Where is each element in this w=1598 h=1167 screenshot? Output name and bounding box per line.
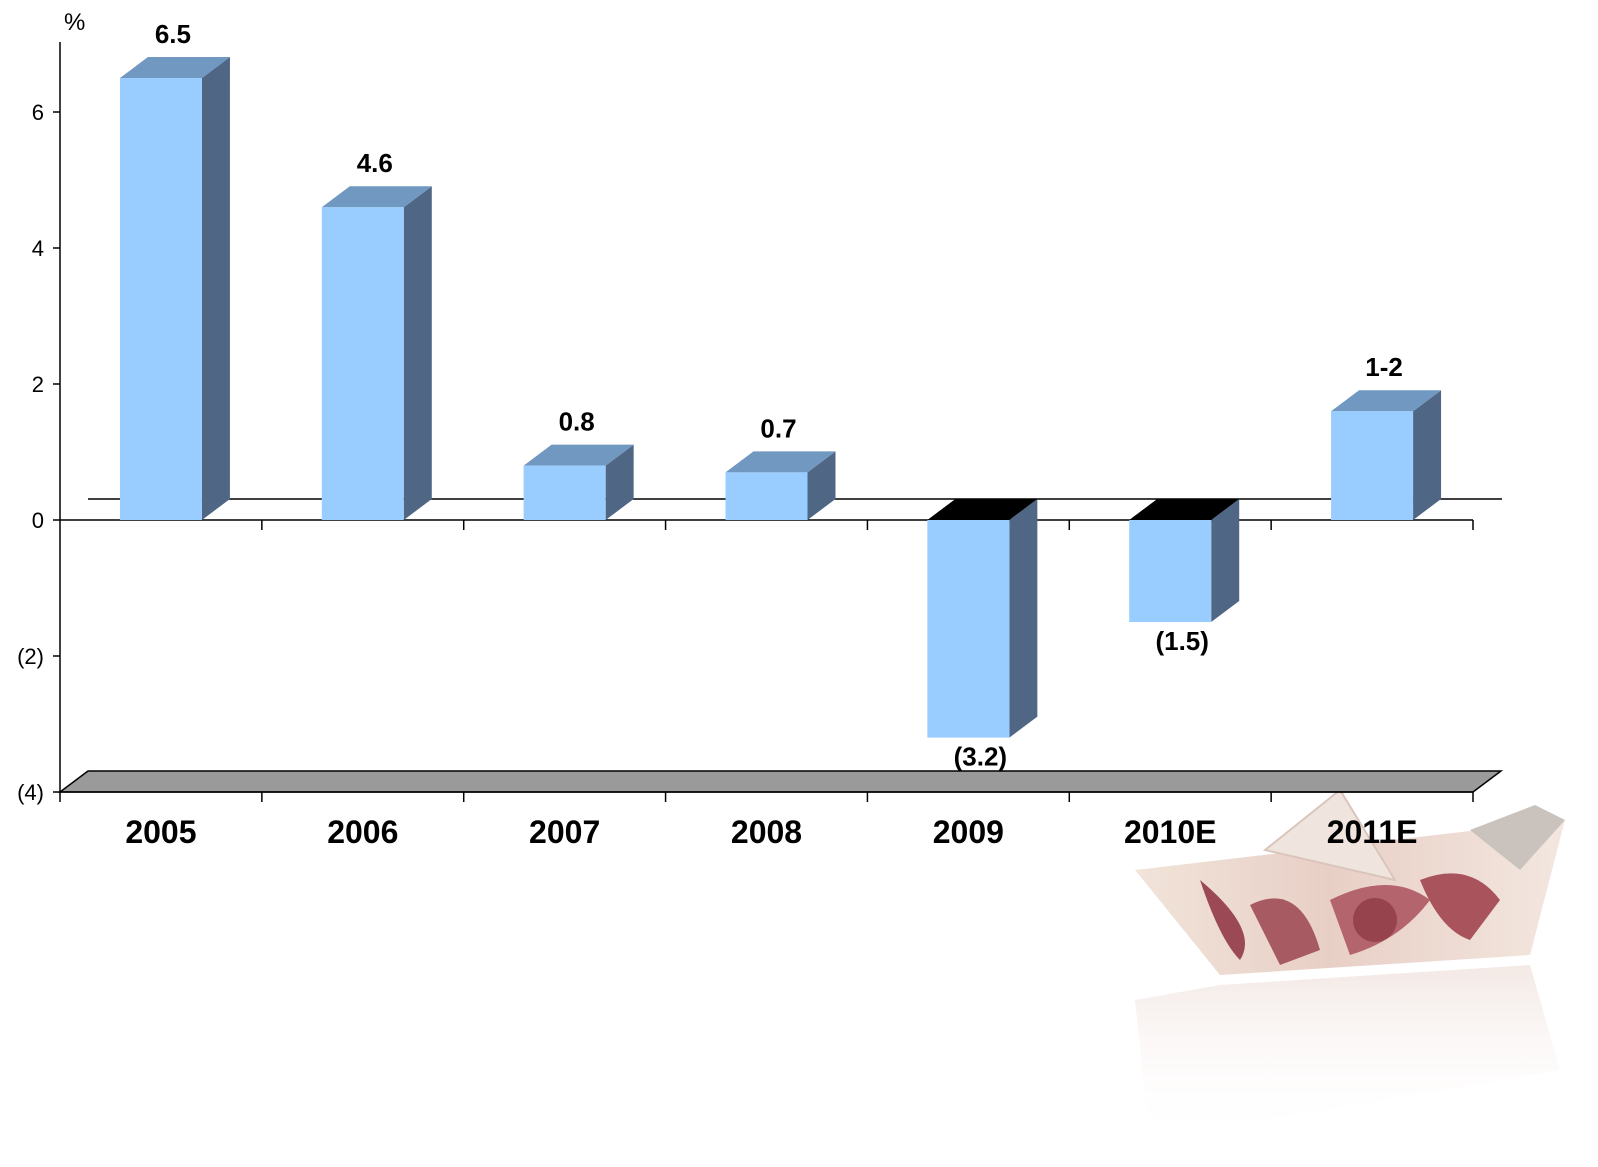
labels: 6.5 4.6 0.8 0.7 (3.2) (1.5) 1-2 2005 2006 2007 200… [125, 19, 1417, 850]
y-tick-label: 0 [32, 508, 44, 533]
bars [119, 57, 1442, 738]
data-label-2006: 4.6 [357, 148, 393, 178]
bar-front [1331, 411, 1414, 520]
bar-front [725, 472, 808, 520]
data-label-2010E: (1.5) [1155, 626, 1208, 656]
bar-side [403, 186, 432, 520]
y-tick-label: 2 [32, 372, 44, 397]
bar-side [1211, 499, 1240, 622]
category-label: 2005 [125, 814, 196, 850]
y-tick-label: (4) [17, 780, 44, 805]
y-tick-label: 4 [32, 236, 44, 261]
y-unit-label: % [64, 9, 85, 36]
data-label-2009: (3.2) [954, 742, 1007, 772]
bar-top [1129, 499, 1240, 520]
y-tick-label: 6 [32, 100, 44, 125]
data-label-2005: 6.5 [155, 19, 191, 49]
bar-2011E [1331, 390, 1442, 520]
chart-floor [57, 770, 1504, 793]
bar-2008 [725, 451, 836, 520]
bar-front [1129, 520, 1212, 622]
bar-2007 [523, 444, 634, 520]
bar-top [119, 57, 230, 78]
category-label: 2009 [933, 814, 1004, 850]
bar-2006 [321, 186, 432, 520]
bar-top [1331, 390, 1442, 412]
bar-front [927, 520, 1010, 738]
bar-side [1009, 499, 1038, 738]
y-tick-label: (2) [17, 644, 44, 669]
axes: % 6 4 2 0 (2) (4) [17, 9, 1504, 805]
data-label-2008: 0.7 [760, 413, 796, 443]
bar-side [201, 57, 230, 520]
category-label: 2006 [327, 814, 398, 850]
bar-top [321, 186, 432, 208]
bar-top [523, 444, 634, 466]
bar-front [523, 465, 606, 520]
category-label: 2011E [1327, 814, 1418, 850]
bar-front [119, 78, 202, 520]
bar-2010E [1129, 499, 1240, 622]
bar-side [1413, 390, 1442, 520]
bar-front [321, 207, 404, 520]
bar-2009 [927, 499, 1038, 738]
bar-top [725, 451, 836, 473]
category-label: 2010E [1124, 814, 1217, 850]
data-label-2007: 0.8 [559, 407, 595, 437]
bar-side [807, 451, 836, 520]
paper-boat-image [1135, 788, 1565, 1140]
bar-2005 [119, 57, 230, 520]
data-label-2011E: 1-2 [1365, 352, 1403, 382]
category-label: 2008 [731, 814, 802, 850]
bar-top [927, 499, 1038, 520]
bar-side [605, 444, 634, 520]
category-label: 2007 [529, 814, 600, 850]
